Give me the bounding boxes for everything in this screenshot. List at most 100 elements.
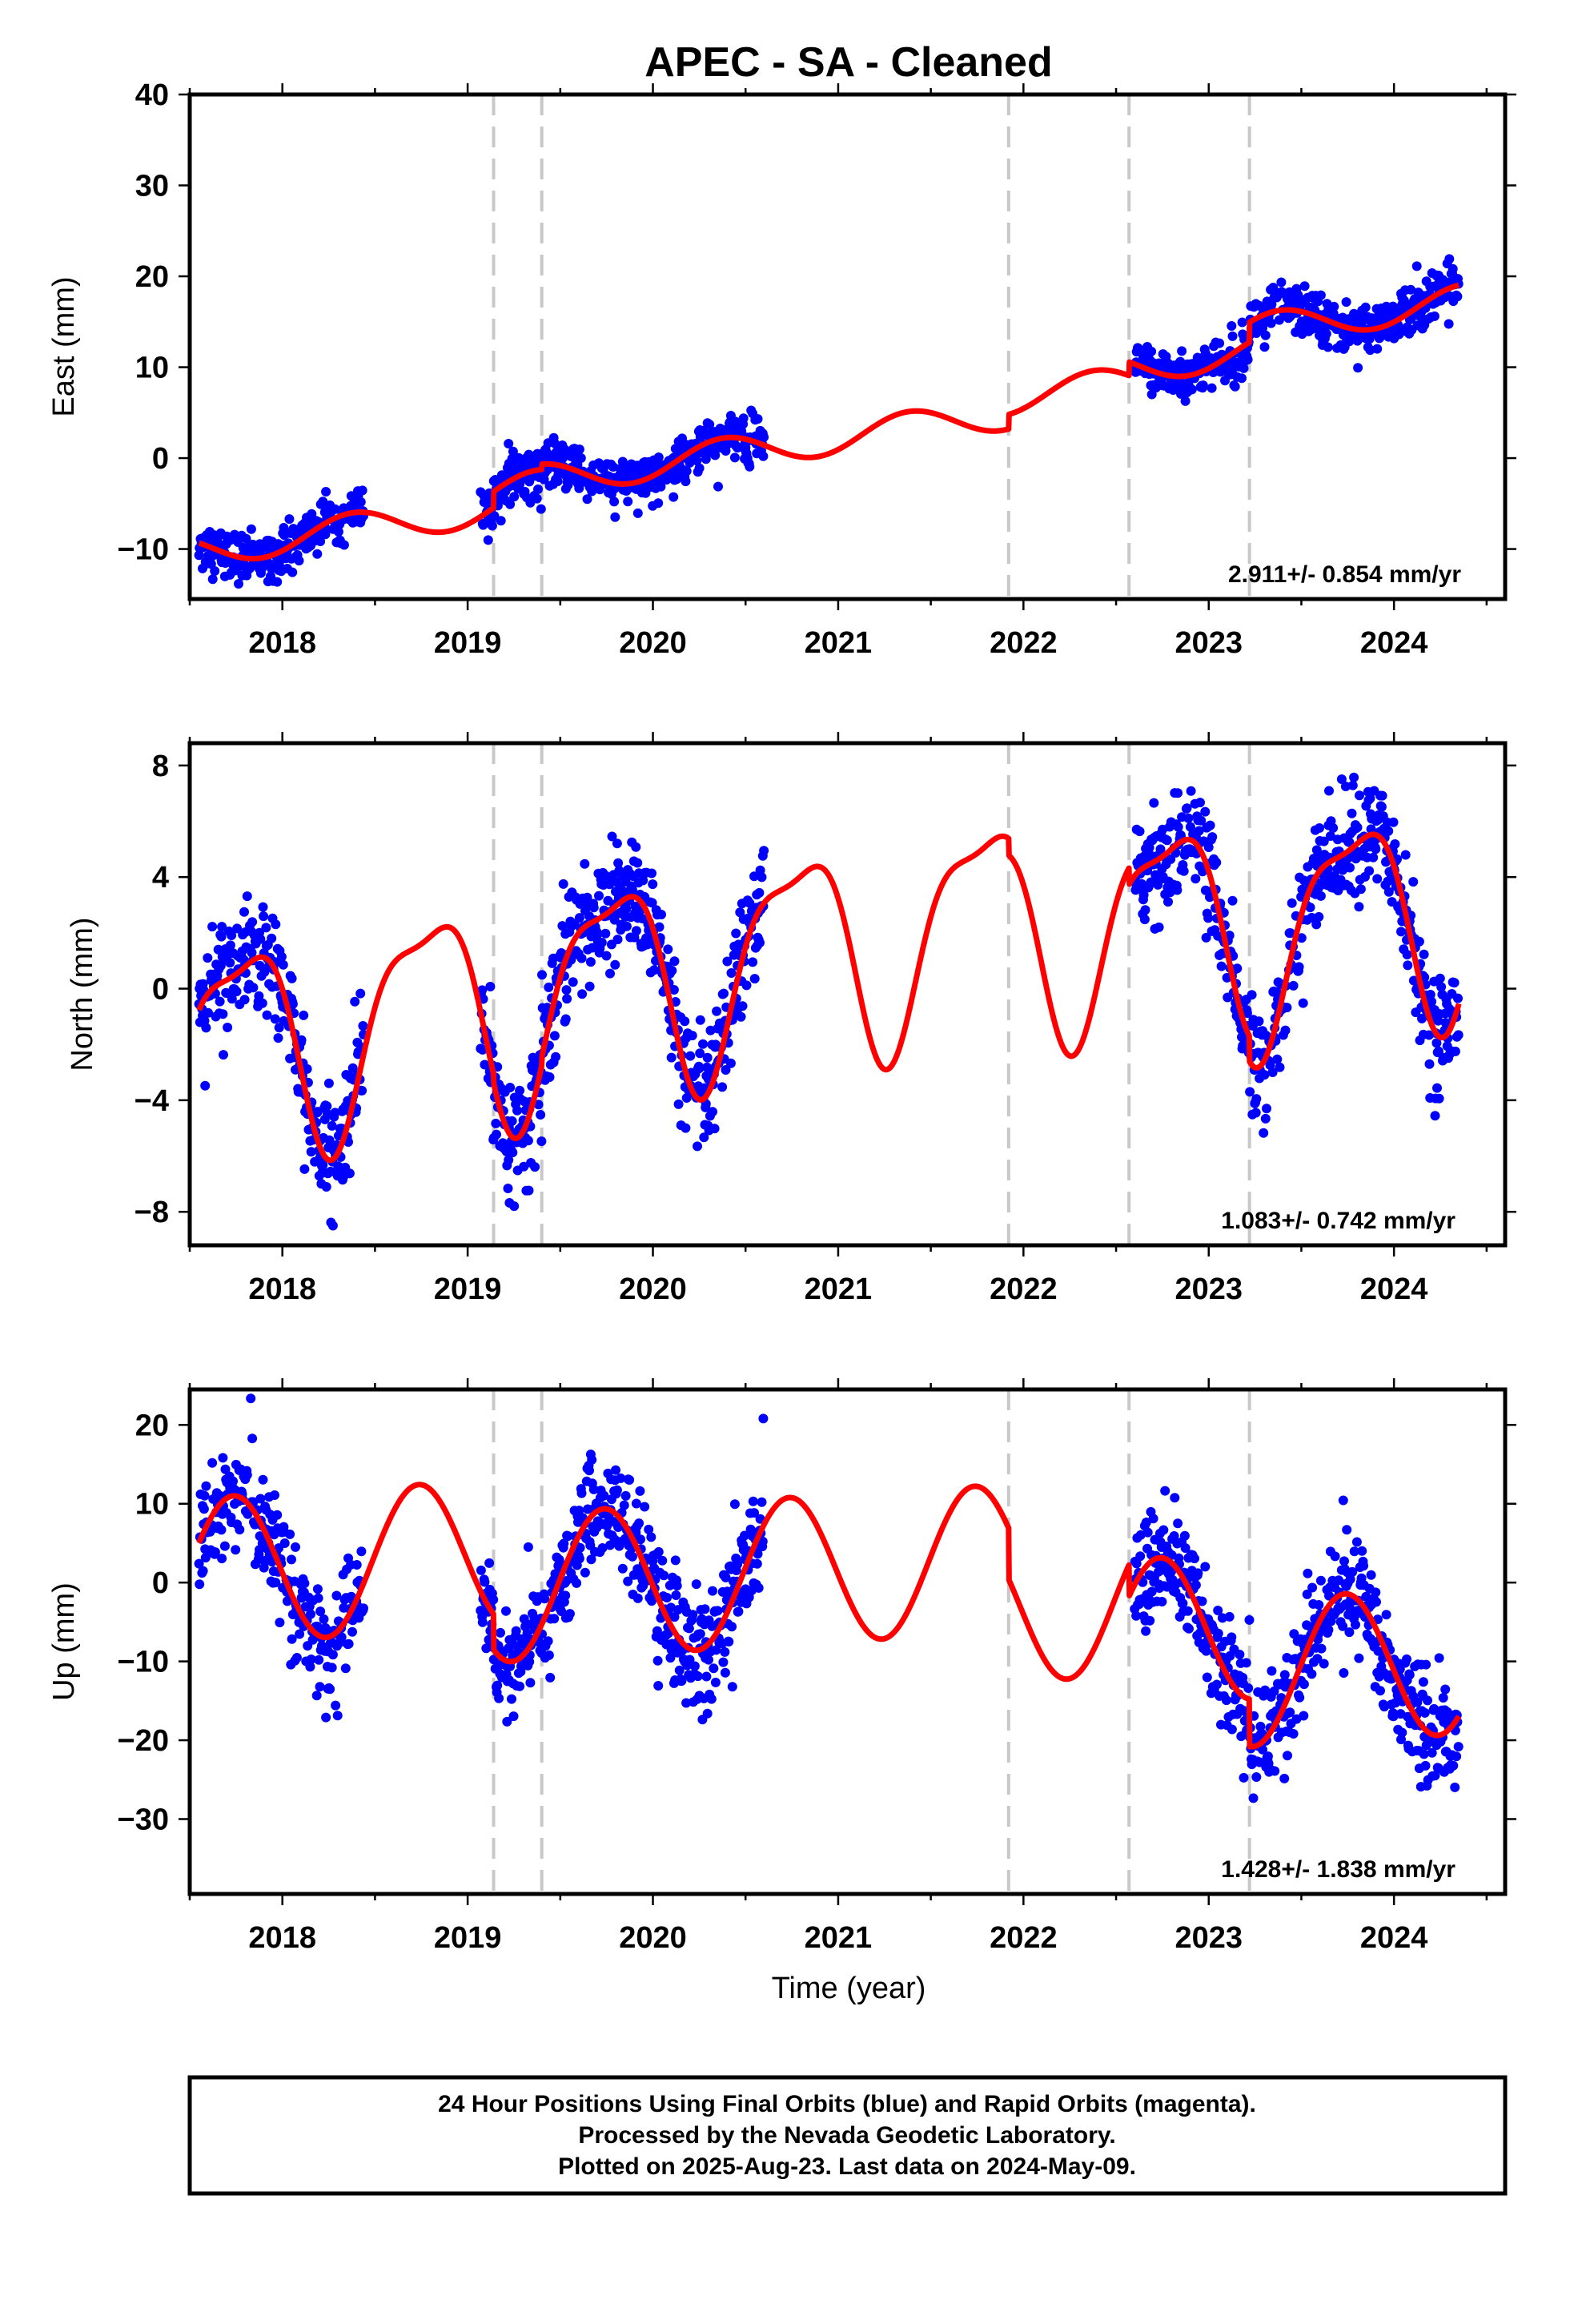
data-point <box>1349 772 1359 782</box>
velocity-label: 1.428+/- 1.838 mm/yr <box>1221 1856 1456 1883</box>
data-point <box>612 935 623 945</box>
data-point <box>1345 862 1355 873</box>
data-point <box>619 1500 629 1510</box>
y-tick-label: 20 <box>135 1409 169 1442</box>
data-point <box>1449 978 1460 988</box>
data-point <box>731 928 741 939</box>
y-tick-label: −30 <box>118 1803 169 1836</box>
data-point <box>1450 1782 1460 1792</box>
data-point <box>1180 396 1191 406</box>
data-point <box>536 1110 546 1120</box>
data-point <box>617 1563 628 1574</box>
data-point <box>1351 1619 1360 1630</box>
data-point <box>1260 330 1271 340</box>
data-point <box>1452 292 1463 302</box>
data-point <box>1237 373 1247 384</box>
data-point <box>704 1655 713 1665</box>
data-point <box>247 917 258 927</box>
x-tick-label: 2022 <box>990 626 1058 660</box>
data-point <box>1341 297 1351 308</box>
data-point <box>347 1626 357 1637</box>
data-point <box>748 1496 758 1506</box>
data-point <box>511 1626 521 1636</box>
data-point <box>219 1050 228 1060</box>
data-point <box>523 1542 533 1552</box>
data-point <box>291 1542 300 1552</box>
data-point <box>670 1555 681 1566</box>
data-point <box>588 903 599 913</box>
data-point <box>1353 363 1363 373</box>
data-point <box>323 1078 334 1088</box>
x-tick-label: 2022 <box>990 1273 1058 1306</box>
data-point <box>1142 1527 1153 1538</box>
data-point <box>525 1678 536 1688</box>
data-point <box>321 1182 331 1192</box>
data-point <box>1299 281 1310 292</box>
y-axis-label: North (mm) <box>66 917 99 1071</box>
data-point <box>580 858 590 869</box>
velocity-label: 2.911+/- 0.854 mm/yr <box>1228 561 1461 588</box>
data-point <box>738 413 749 424</box>
data-point <box>757 872 767 883</box>
data-point <box>210 566 220 576</box>
data-point <box>239 955 249 965</box>
y-tick-label: 4 <box>152 861 169 895</box>
data-point <box>258 902 268 912</box>
data-point <box>489 511 500 521</box>
data-point <box>1135 1551 1146 1562</box>
data-point <box>1388 817 1399 827</box>
data-point <box>207 1458 218 1468</box>
data-point <box>1279 1773 1290 1783</box>
data-point <box>523 1136 533 1146</box>
data-point <box>1280 1025 1291 1035</box>
x-tick-label: 2024 <box>1360 626 1428 660</box>
data-point <box>1259 1128 1269 1138</box>
data-point <box>536 1136 547 1147</box>
data-point <box>1139 915 1150 925</box>
data-point <box>242 891 252 902</box>
figure-title: APEC - SA - Cleaned <box>644 39 1053 86</box>
data-point <box>1220 376 1230 386</box>
data-point <box>1314 1600 1324 1610</box>
data-point <box>601 951 612 961</box>
data-point <box>307 509 317 519</box>
data-point <box>1251 1094 1262 1104</box>
data-point <box>524 1185 534 1196</box>
data-point <box>1315 290 1326 300</box>
data-point <box>247 947 257 958</box>
x-tick-label: 2019 <box>434 1921 502 1955</box>
data-point <box>287 1554 296 1565</box>
data-point <box>198 1566 208 1576</box>
data-point <box>624 1475 635 1485</box>
data-point <box>355 988 366 999</box>
data-point <box>1406 284 1416 295</box>
data-point <box>359 1603 368 1614</box>
data-point <box>344 1168 355 1179</box>
data-point <box>647 898 657 908</box>
data-point <box>1434 1093 1444 1104</box>
data-point <box>561 985 572 995</box>
data-point <box>1227 895 1238 906</box>
data-point <box>1157 1597 1167 1606</box>
data-point <box>1315 1575 1326 1586</box>
data-point <box>1179 1530 1190 1541</box>
data-point <box>719 988 729 999</box>
data-point <box>207 574 218 585</box>
data-point <box>1338 1495 1348 1506</box>
data-point <box>508 1148 518 1158</box>
data-point <box>1178 866 1189 876</box>
data-point <box>217 922 227 932</box>
data-point <box>247 1433 258 1444</box>
data-point <box>1262 1104 1271 1114</box>
data-point <box>503 1184 513 1193</box>
data-point <box>1162 835 1172 846</box>
data-point <box>519 1161 529 1172</box>
data-point <box>1430 1111 1440 1121</box>
data-point <box>576 1488 587 1498</box>
data-point <box>203 953 213 963</box>
data-point <box>327 1220 338 1231</box>
data-point <box>272 577 283 587</box>
data-point <box>1420 1760 1431 1771</box>
data-point <box>1148 1514 1158 1524</box>
data-point <box>1396 927 1406 937</box>
